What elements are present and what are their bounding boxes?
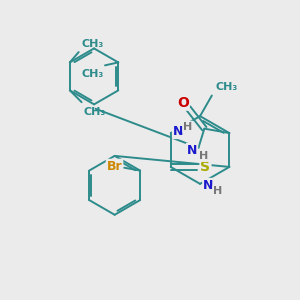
Text: H: H: [183, 122, 192, 132]
Text: CH₃: CH₃: [81, 69, 104, 79]
Text: N: N: [173, 125, 183, 138]
Text: H: H: [199, 151, 208, 161]
Text: CH₃: CH₃: [83, 106, 105, 117]
Text: CH₃: CH₃: [215, 82, 238, 92]
Text: N: N: [203, 179, 214, 192]
Text: CH₃: CH₃: [81, 39, 103, 49]
Text: O: O: [177, 96, 189, 110]
Text: H: H: [213, 186, 222, 196]
Text: Br: Br: [107, 160, 122, 173]
Text: S: S: [200, 160, 211, 174]
Text: N: N: [187, 144, 197, 157]
